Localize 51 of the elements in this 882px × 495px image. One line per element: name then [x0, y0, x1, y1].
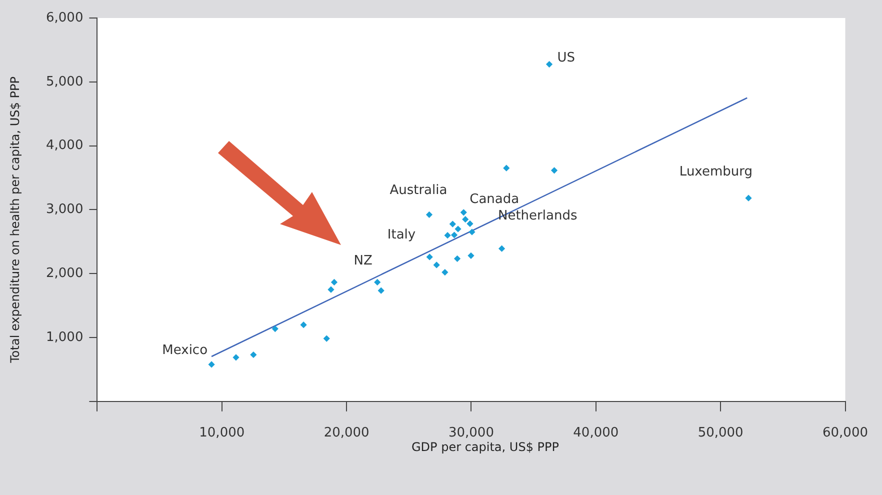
x-tick-label: 60,000 [822, 426, 868, 441]
x-tick-label: 30,000 [448, 426, 494, 441]
point [498, 246, 505, 252]
point [426, 254, 433, 260]
annotation: NZ [354, 254, 372, 269]
y-tick-label: 2,000 [46, 266, 84, 281]
point [468, 252, 474, 259]
annotation: Italy [387, 227, 416, 242]
point [546, 61, 552, 68]
annotation: Canada [470, 192, 520, 207]
point [433, 262, 440, 268]
x-tick-label: 20,000 [324, 426, 370, 441]
point [451, 232, 458, 238]
annotation: Luxemburg [679, 164, 753, 180]
point [426, 212, 432, 218]
point [324, 335, 330, 342]
annotation: Australia [390, 183, 448, 198]
annotation: Netherlands [498, 208, 578, 224]
point [468, 228, 476, 236]
point [232, 354, 240, 361]
y-tick-label: 5,000 [46, 74, 84, 90]
y-tick-label: 1,000 [46, 330, 84, 345]
point [462, 216, 468, 222]
y-tick-label: 4,000 [46, 138, 84, 154]
y-tick-label: 6,000 [46, 10, 84, 26]
point [331, 279, 338, 286]
point [503, 165, 510, 172]
point [460, 209, 467, 216]
annotation: Mexico [162, 342, 208, 358]
x-tick-label: 40,000 [573, 426, 619, 441]
point [378, 288, 384, 294]
x-tick-label: 10,000 [199, 426, 245, 441]
point [208, 361, 215, 368]
point [300, 322, 307, 328]
x-tick-label: 50,000 [698, 426, 744, 441]
point [442, 269, 448, 276]
x-axis-title: GDP per capita, US$ PPP [411, 440, 559, 454]
point [374, 279, 380, 286]
point [450, 220, 456, 228]
point [328, 286, 334, 293]
y-axis-title: Total expenditure on health per capita, US$ PPP [8, 76, 22, 364]
point [454, 256, 460, 262]
point [551, 167, 558, 174]
point [272, 326, 278, 332]
point [250, 352, 257, 358]
point [454, 226, 462, 232]
annotation: US [557, 50, 576, 66]
y-tick-label: 3,000 [46, 202, 84, 218]
point [444, 232, 451, 238]
point [466, 220, 474, 227]
point [745, 194, 752, 202]
